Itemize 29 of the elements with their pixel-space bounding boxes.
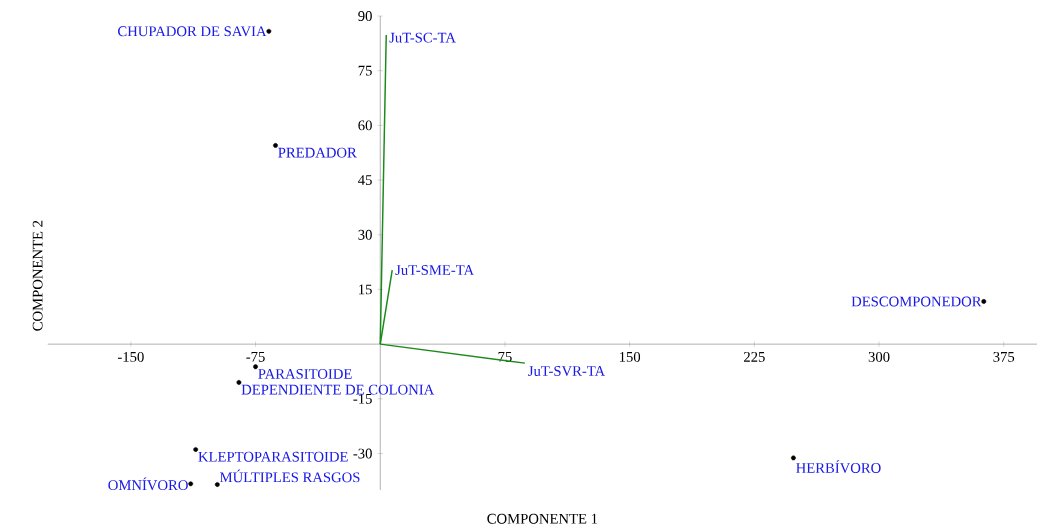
y-axis-title: COMPONENTE 2 <box>32 220 43 331</box>
series-label: JuT-SC-TA <box>389 32 456 43</box>
y-tick-label: 30 <box>358 229 372 240</box>
y-tick-label: -15 <box>353 393 372 404</box>
x-tick-label: 225 <box>744 351 765 362</box>
x-axis-title: COMPONENTE 1 <box>487 513 598 524</box>
y-tick-label: 60 <box>358 120 372 131</box>
series-label: JuT-SME-TA <box>395 265 475 275</box>
annotation: HERBÍVORO <box>796 460 881 473</box>
annotation: DEPENDIENTE DE COLONIA <box>241 384 435 395</box>
x-tick-label: -150 <box>117 351 144 362</box>
annotation: CHUPADOR DE SAVIA <box>118 26 267 37</box>
annotation: KLEPTOPARASITOIDE <box>198 451 348 462</box>
x-tick-label: 150 <box>619 351 641 362</box>
annotation: OMNÍVORO <box>108 477 188 491</box>
annotation: PREDADOR <box>278 147 357 158</box>
x-tick-label: 375 <box>993 351 1015 362</box>
annotation: PARASITOIDE <box>258 369 352 379</box>
annotation: DESCOMPONEDOR <box>851 296 982 307</box>
y-tick-label: 75 <box>358 65 372 76</box>
y-tick-label: -30 <box>353 448 372 459</box>
y-tick-label: 90 <box>358 11 372 21</box>
x-tick-label: 300 <box>868 351 890 362</box>
series-label: JuT-SVR-TA <box>528 366 606 376</box>
y-tick-label: 45 <box>358 175 372 185</box>
x-tick-label: 75 <box>498 351 512 362</box>
annotation: MÚLTIPLES RASGOS <box>219 469 360 483</box>
x-tick-label: -75 <box>246 351 265 362</box>
y-tick-label: 15 <box>359 284 372 295</box>
